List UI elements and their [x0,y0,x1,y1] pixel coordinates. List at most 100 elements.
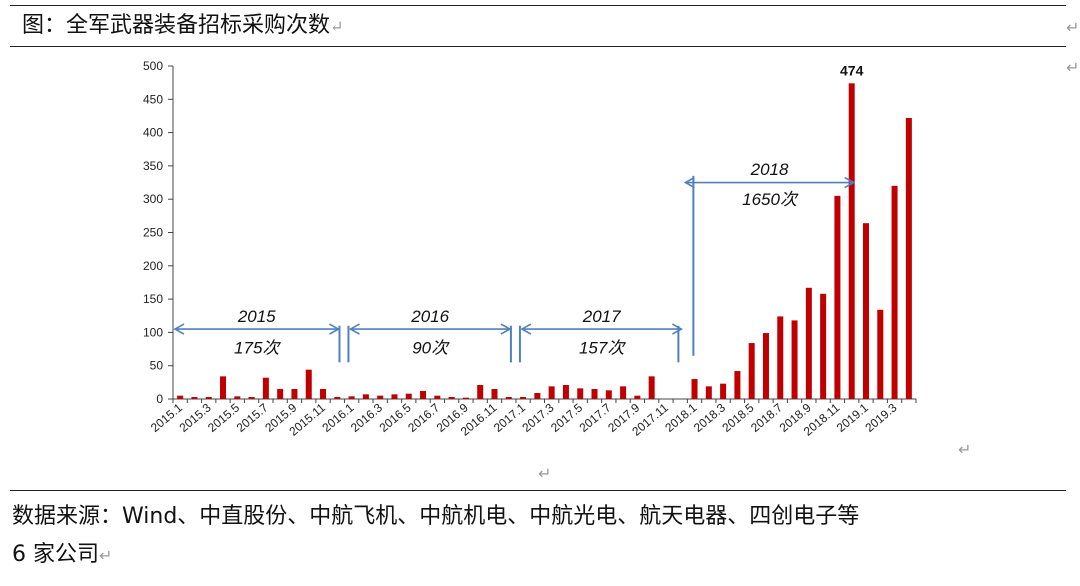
title-rule [10,46,1066,47]
period-year-label: 2018 [750,160,789,179]
bar [434,395,441,399]
top-rule [10,5,1066,6]
bar [648,376,655,399]
period-arrow-head [671,323,684,335]
bar [177,395,184,399]
bar [777,316,784,399]
x-tick-label: 2018.7 [748,400,785,435]
bar [605,390,612,399]
x-tick-label: 2018.1 [662,400,699,435]
x-tick-label: 2017.5 [548,400,585,435]
bar [334,397,341,399]
bar [234,396,241,399]
bar [520,397,527,399]
chart-bars: 474 [177,62,912,399]
period-annotations: 2015 175次 2016 90次 2017 157次 2018 1650次 [173,160,856,363]
bar [848,83,855,399]
bar [734,371,741,399]
x-tick-label: 2017.1 [491,400,528,435]
bar [877,309,884,399]
bar [534,393,541,399]
bar [862,223,869,399]
period-year-label: 2015 [237,307,276,326]
y-tick-label: 450 [143,92,163,106]
peak-value-label: 474 [840,62,864,78]
x-tick-label: 2018.5 [719,400,756,435]
period-year-label: 2017 [582,307,621,326]
bar [691,379,698,399]
y-tick-label: 0 [156,392,163,406]
x-tick-labels: 2015.12015.32015.52015.72015.92015.11201… [148,400,900,438]
bar [620,386,627,399]
bar [720,383,727,399]
bar [791,320,798,399]
y-tick-label: 250 [143,226,163,240]
y-tick-label: 200 [143,259,163,273]
x-tick-label: 2016.3 [348,400,385,435]
bar [391,394,398,399]
y-tick-label: 150 [143,292,163,306]
bar [477,385,484,399]
return-mark: ↵ [958,440,972,459]
x-tick-label: 2017.7 [577,400,614,435]
period-arrow-head [348,323,360,335]
bar [377,395,384,399]
bar [405,393,412,399]
bottom-rule [10,490,1066,491]
x-tick-label: 2016.5 [377,400,414,435]
bar [634,395,641,399]
period-arrow-head [173,323,185,335]
y-tick-label: 100 [143,325,163,339]
return-mark: ↵ [1066,18,1080,37]
bar [762,333,769,399]
bar [320,389,327,399]
data-source-note: 数据来源：Wind、中直股份、中航飞机、中航机电、中航光电、航天电器、四创电子等… [12,504,860,567]
period-arrow-head [683,176,695,189]
period-arrow-head [844,176,856,189]
period-count-label: 90次 [412,339,450,358]
bar-chart: 474 2015.12015.32015.52015.72015.92015.1… [143,59,917,439]
bar [820,293,827,399]
bar [305,369,312,399]
y-tick-label: 500 [143,59,163,73]
x-tick-label: 2019.1 [834,400,871,435]
bar [348,396,355,399]
bar [834,195,841,399]
period-count-label: 175次 [234,339,281,358]
x-tick-label: 2018.3 [691,400,728,435]
bar [220,376,227,399]
bar [420,391,427,399]
period-count-label: 1650次 [742,190,799,209]
bar [705,386,712,399]
x-tick-label: 2015.1 [148,400,185,435]
chart-axes [168,65,917,403]
bar [548,386,555,399]
bar [891,185,898,399]
x-tick-label: 2015.5 [205,400,242,435]
period-year-label: 2016 [410,307,449,326]
period-count-label: 157次 [579,339,626,358]
bar [462,397,469,399]
figure-title: 图：全军武器装备招标采购次数↵ [22,13,344,38]
y-tick-label: 400 [143,126,163,140]
bar [748,343,755,399]
bar [577,388,584,399]
bar [591,389,598,399]
period-arrow-head [520,323,532,335]
return-mark: ↵ [538,464,552,483]
bar [262,377,269,399]
bar [905,117,912,399]
bar [562,385,569,399]
y-tick-label: 50 [150,359,164,373]
x-tick-label: 2016.1 [319,400,356,435]
bar [491,389,498,399]
bar [362,394,369,399]
y-tick-labels: 0 50 100 150 200 250 300 350 400 450 500 [143,59,163,406]
x-tick-label: 2015.7 [234,400,271,435]
y-tick-label: 300 [143,192,163,206]
bar [448,397,455,399]
bar [277,389,284,399]
bar [291,389,298,399]
x-tick-label: 2015.3 [177,400,214,435]
bar [191,397,198,399]
